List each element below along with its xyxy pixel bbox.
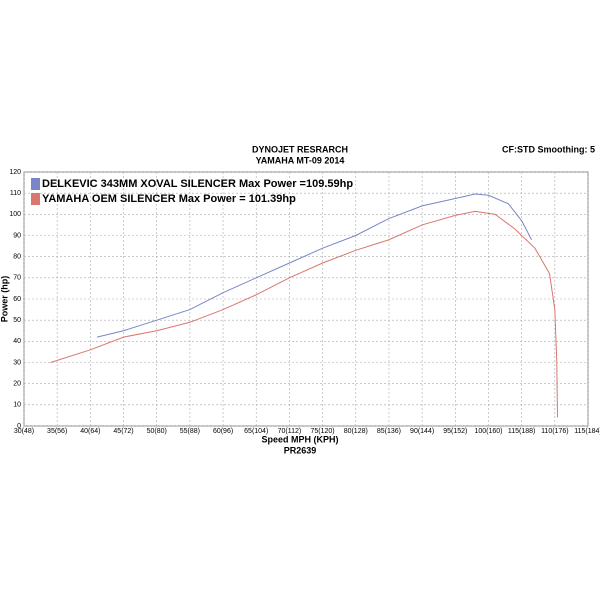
x-tick-label: 100(160) (474, 428, 502, 435)
series-line (50, 210, 558, 418)
chart-subtitle: YAMAHA MT-09 2014 (256, 155, 345, 165)
x-tick-label: 95(152) (443, 428, 467, 435)
x-tick-label: 70(112) (278, 428, 302, 435)
legend-label: YAMAHA OEM SILENCER Max Power = 101.39hp (42, 193, 296, 205)
x-tick-label: 55(88) (180, 428, 200, 435)
y-axis-label: Power (hp) (0, 276, 9, 323)
y-tick-label: 60 (13, 296, 21, 303)
y-tick-label: 40 (13, 338, 21, 345)
x-tick-label: 80(128) (344, 428, 368, 435)
y-tick-label: 80 (13, 254, 21, 261)
legend-swatch (31, 178, 40, 190)
x-tick-label: 50(80) (147, 428, 167, 435)
y-tick-label: 120 (9, 169, 21, 176)
y-tick-label: 70 (13, 275, 21, 282)
x-tick-label: 30(48) (14, 428, 34, 435)
x-tick-label: 110(176) (541, 428, 569, 435)
series-line (96, 193, 533, 338)
y-tick-label: 20 (13, 381, 21, 388)
y-tick-label: 30 (13, 359, 21, 366)
x-tick-label: 40(64) (80, 428, 100, 435)
annotation: CF:STD Smoothing: 5 (502, 144, 595, 154)
y-tick-label: 100 (9, 211, 21, 218)
x-tick-label: 90(144) (410, 428, 434, 435)
y-tick-label: 10 (13, 402, 21, 409)
run-id: PR2639 (284, 445, 317, 455)
x-axis-label: Speed MPH (KPH) (261, 434, 338, 444)
y-tick-label: 90 (13, 232, 21, 239)
y-tick-label: 110 (10, 190, 21, 197)
x-tick-label: 35(56) (47, 428, 67, 435)
y-tick-label: 50 (13, 317, 21, 324)
x-tick-label: 85(136) (377, 428, 401, 435)
chart-title: DYNOJET RESRARCH (252, 144, 348, 154)
x-tick-label: 65(104) (244, 428, 268, 435)
legend-label: DELKEVIC 343MM XOVAL SILENCER Max Power … (42, 178, 353, 190)
x-tick-label: 45(72) (113, 428, 133, 435)
x-tick-label: 115(188) (508, 428, 536, 435)
legend-swatch (31, 193, 40, 205)
x-tick-label: 75(120) (311, 428, 335, 435)
x-tick-label: 60(96) (213, 428, 233, 435)
y-tick-label: 0 (17, 423, 21, 430)
x-tick-label: 115(184) (574, 428, 600, 435)
